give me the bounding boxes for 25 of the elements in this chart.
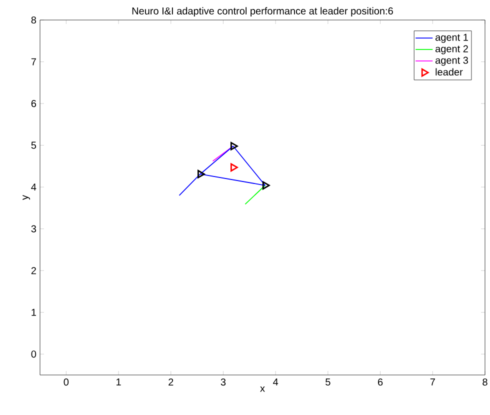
x-tick-label: 1 (116, 378, 121, 386)
x-tick-label: 5 (326, 378, 330, 386)
y-tick-label: 6 (31, 100, 36, 108)
y-tick-label: 0 (31, 350, 36, 358)
chart-title: Neuro I&I adaptive control performance at leader position:6 (132, 7, 393, 16)
x-tick-label: 8 (482, 378, 488, 386)
legend-label: agent 3 (436, 56, 468, 66)
legend-label: agent 1 (436, 34, 468, 43)
legend-label: agent 2 (436, 45, 468, 54)
x-tick-label: 3 (220, 378, 226, 386)
y-tick-label: 8 (31, 16, 36, 24)
x-axis-title: x (260, 386, 265, 392)
x-tick-label: 6 (378, 378, 383, 386)
y-tick-label: 5 (31, 142, 36, 149)
y-axis-title: y (22, 195, 30, 200)
x-tick-label: 0 (64, 378, 69, 386)
x-tick-label: 4 (273, 378, 278, 386)
y-tick-label: 2 (31, 267, 36, 274)
legend-label: leader (436, 68, 463, 76)
y-tick-label: 4 (31, 184, 36, 190)
y-tick-label: 7 (31, 58, 36, 66)
x-tick-label: 2 (168, 378, 174, 386)
x-tick-label: 7 (430, 378, 435, 386)
y-tick-label: 1 (32, 308, 36, 316)
y-tick-label: 3 (31, 225, 36, 232)
